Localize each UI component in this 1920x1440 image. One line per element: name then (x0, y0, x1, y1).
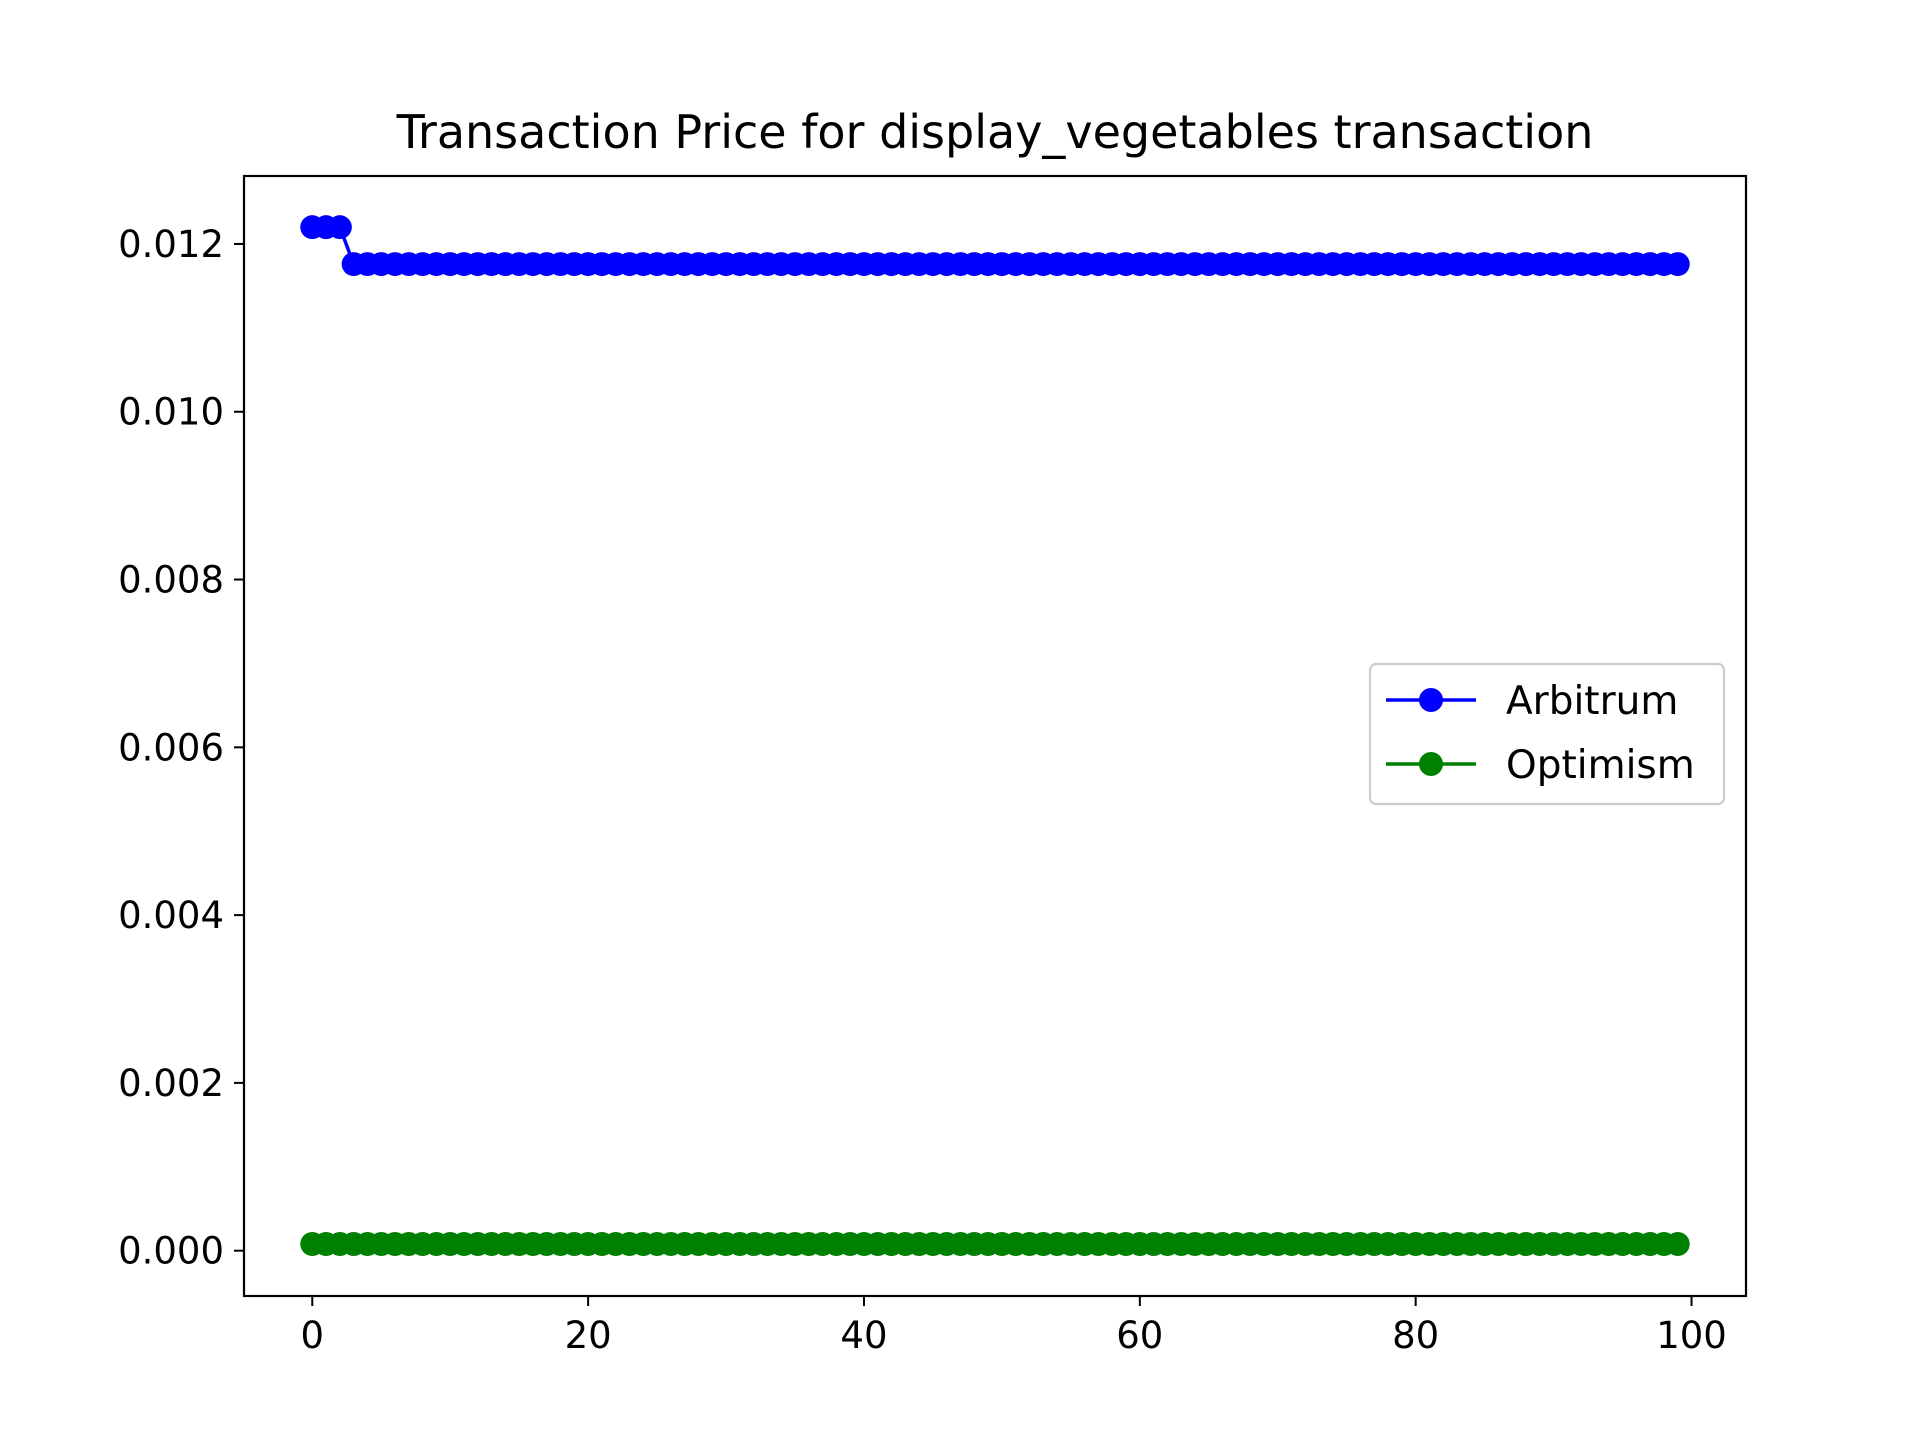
data-point-arbitrum-2 (327, 215, 352, 240)
legend-items: Arbitrum Optimism (1386, 679, 1695, 788)
x-tick-label-2: 40 (840, 1314, 887, 1357)
y-tick-label-1: 0.002 (118, 1062, 224, 1105)
y-axis: 0.000 0.002 0.004 0.006 0.008 0.010 0.012 (118, 223, 244, 1273)
series-layer (300, 215, 1690, 1256)
x-tick-label-5: 100 (1656, 1314, 1727, 1357)
series-optimism (300, 1231, 1690, 1256)
y-tick-label-2: 0.004 (118, 894, 224, 937)
y-tick-label-3: 0.006 (118, 726, 224, 769)
chart-title: Transaction Price for display_vegetables… (396, 105, 1594, 159)
data-point-optimism-99 (1665, 1231, 1690, 1256)
legend-label-optimism: Optimism (1506, 743, 1695, 788)
y-tick-label-6: 0.012 (118, 223, 224, 266)
y-tick-label-5: 0.010 (118, 391, 224, 434)
legend-marker-optimism (1419, 752, 1443, 776)
y-tick-label-0: 0.000 (118, 1230, 224, 1273)
data-point-arbitrum-99 (1665, 252, 1690, 277)
legend: Arbitrum Optimism (1368, 662, 1726, 806)
series-arbitrum (300, 215, 1690, 277)
legend-item-arbitrum: Arbitrum (1386, 679, 1678, 724)
x-tick-label-1: 20 (565, 1314, 612, 1357)
x-tick-label-4: 80 (1392, 1314, 1439, 1357)
x-tick-label-3: 60 (1116, 1314, 1163, 1357)
legend-label-arbitrum: Arbitrum (1506, 679, 1678, 724)
x-tick-label-0: 0 (300, 1314, 324, 1357)
legend-marker-arbitrum (1419, 688, 1443, 712)
x-axis: 0 20 40 60 80 100 (300, 1296, 1727, 1357)
y-tick-label-4: 0.008 (118, 559, 224, 602)
legend-item-optimism: Optimism (1386, 743, 1695, 788)
